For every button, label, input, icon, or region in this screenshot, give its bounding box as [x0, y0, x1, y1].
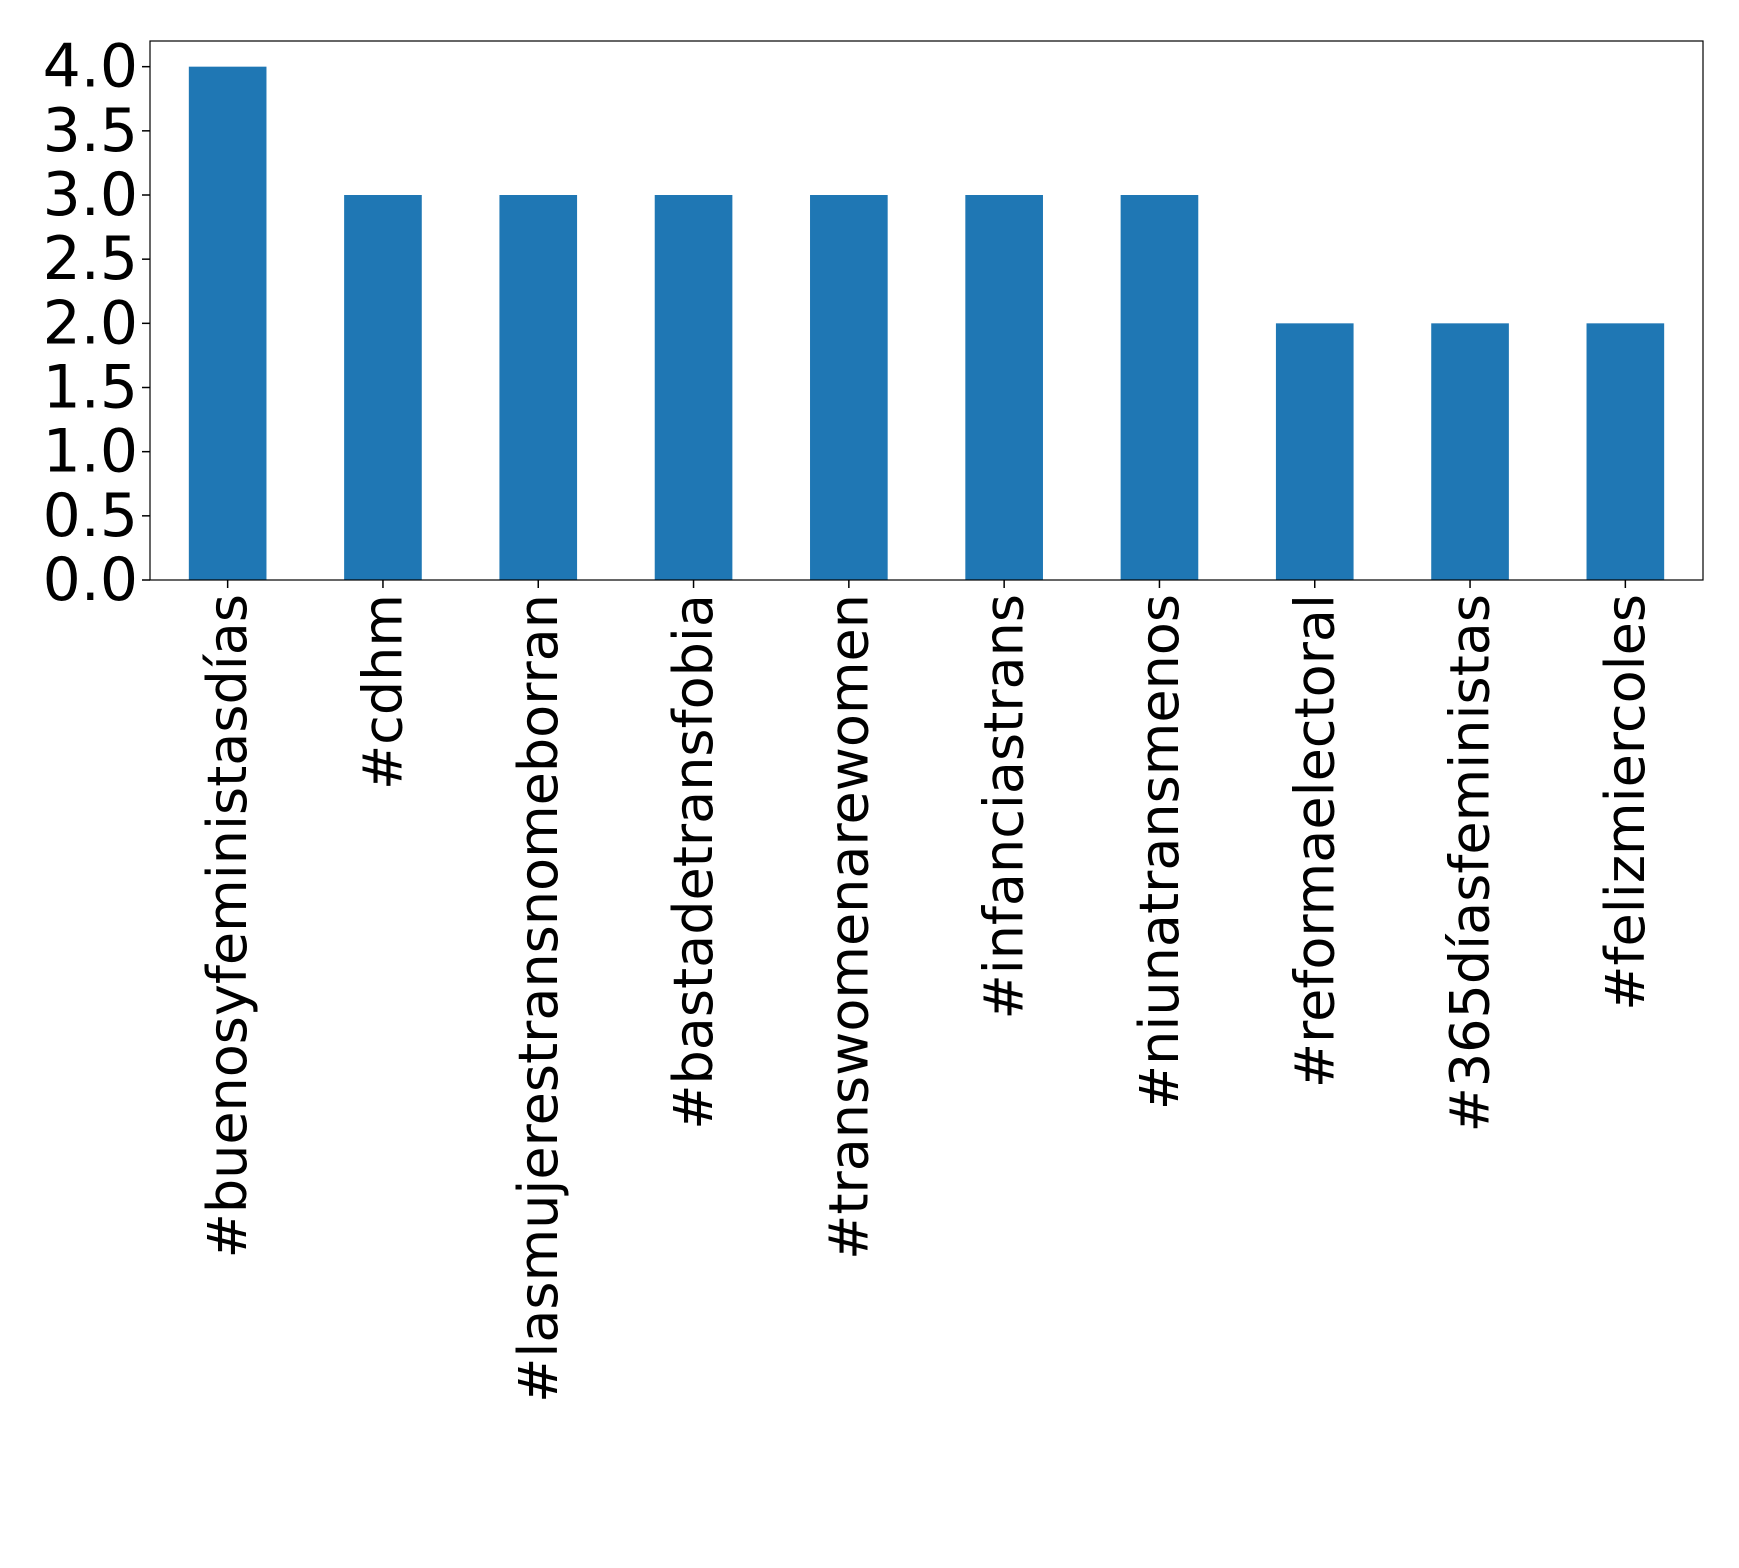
bar: [344, 195, 422, 580]
x-tick-label: #niunatransmenos: [1128, 594, 1191, 1110]
bar: [1120, 195, 1199, 580]
y-tick-label: 2.0: [43, 288, 138, 358]
y-tick-label: 3.0: [43, 160, 138, 230]
x-tick-label: #cdhm: [351, 594, 414, 790]
y-tick-label: 1.5: [43, 353, 138, 423]
bar: [1275, 323, 1354, 580]
x-tick-label: #infanciastrans: [973, 594, 1036, 1020]
x-tick-label: #bastadetransfobia: [662, 594, 725, 1130]
bar: [654, 195, 733, 580]
bars-layer: [188, 66, 1665, 580]
x-tick-label: #365díasfeministas: [1439, 594, 1502, 1132]
y-tick-label: 3.5: [43, 96, 138, 166]
y-tick-label: 1.0: [43, 417, 138, 487]
bar: [1431, 323, 1509, 580]
x-tick-label: #lasmujerestransnomeborran: [507, 594, 570, 1403]
bar: [188, 66, 267, 580]
y-axis: 0.00.51.01.52.02.53.03.54.0: [43, 32, 150, 615]
bar: [1586, 323, 1665, 580]
bar: [499, 195, 578, 580]
y-tick-label: 4.0: [43, 32, 138, 102]
y-tick-label: 2.5: [43, 224, 138, 294]
y-tick-label: 0.5: [43, 481, 138, 551]
x-tick-label: #felizmiercoles: [1594, 594, 1657, 1011]
x-tick-label: #transwomenarewomen: [817, 594, 880, 1260]
x-axis: #buenosyfeministasdías #cdhm #lasmujerestr…: [196, 580, 1657, 1403]
plot-area-frame: [149, 40, 1704, 581]
x-tick-label: #buenosyfeministasdías: [196, 594, 259, 1258]
bar: [965, 195, 1043, 580]
x-tick-label: #reformaelectoral: [1283, 594, 1346, 1088]
y-tick-label: 0.0: [43, 545, 138, 615]
bar: [810, 195, 888, 580]
